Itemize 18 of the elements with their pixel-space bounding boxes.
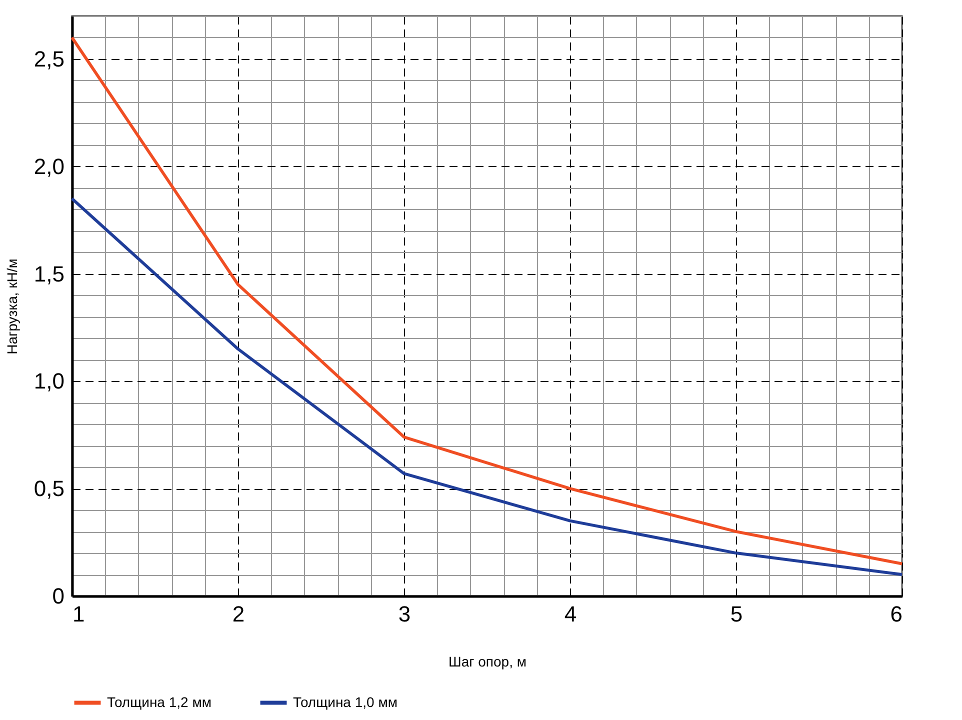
y-tick-label: 2,5 <box>34 46 64 72</box>
y-tick-label: 0,5 <box>34 476 64 502</box>
x-tick-label: 2 <box>232 602 245 626</box>
y-axis-title: Нагрузка, кН/м <box>4 258 20 354</box>
x-tick-label: 5 <box>730 602 743 626</box>
x-axis-title: Шаг опор, м <box>448 654 526 670</box>
legend-label: Толщина 1,2 мм <box>107 694 212 710</box>
y-tick-label: 1,5 <box>34 261 64 286</box>
x-tick-label: 3 <box>398 602 411 626</box>
y-tick-label: 0 <box>52 584 64 608</box>
x-tick-label: 1 <box>72 602 85 626</box>
line-series <box>70 36 904 566</box>
x-tick-label: 4 <box>564 602 577 626</box>
y-tick-label: 2,0 <box>34 154 64 179</box>
line-series <box>70 197 904 576</box>
legend-label: Толщина 1,0 мм <box>293 694 398 710</box>
x-tick-label: 6 <box>890 602 902 626</box>
y-tick-label: 1,0 <box>34 368 64 394</box>
